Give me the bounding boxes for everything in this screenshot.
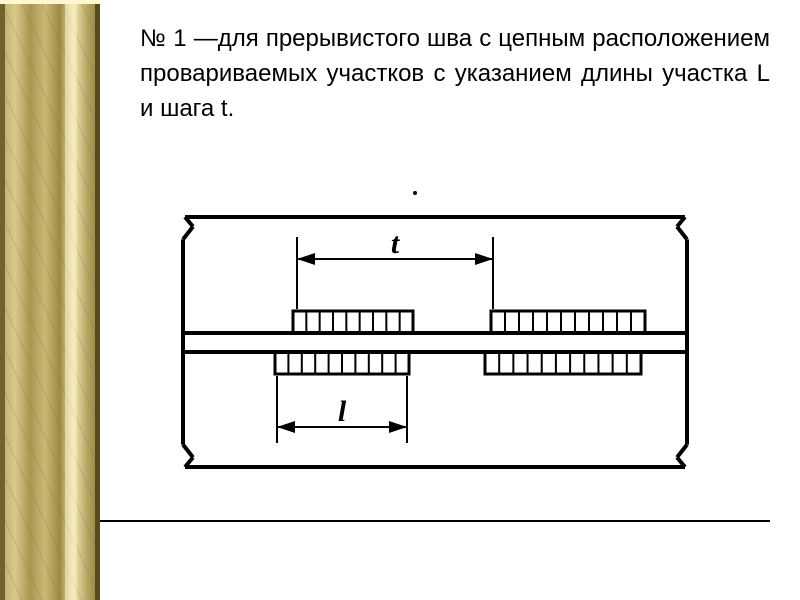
svg-text:t: t <box>391 227 401 260</box>
svg-text:l: l <box>338 395 347 428</box>
weld-diagram: tl <box>165 175 705 505</box>
body-text: № 1 —для прерывистого шва с цепным распо… <box>140 22 770 126</box>
diagram-svg: tl <box>165 175 705 505</box>
sidebar-svg <box>0 0 100 600</box>
slide-root: № 1 —для прерывистого шва с цепным распо… <box>0 0 800 600</box>
sidebar-gold-pillar <box>0 0 100 600</box>
footer-divider <box>100 520 770 522</box>
